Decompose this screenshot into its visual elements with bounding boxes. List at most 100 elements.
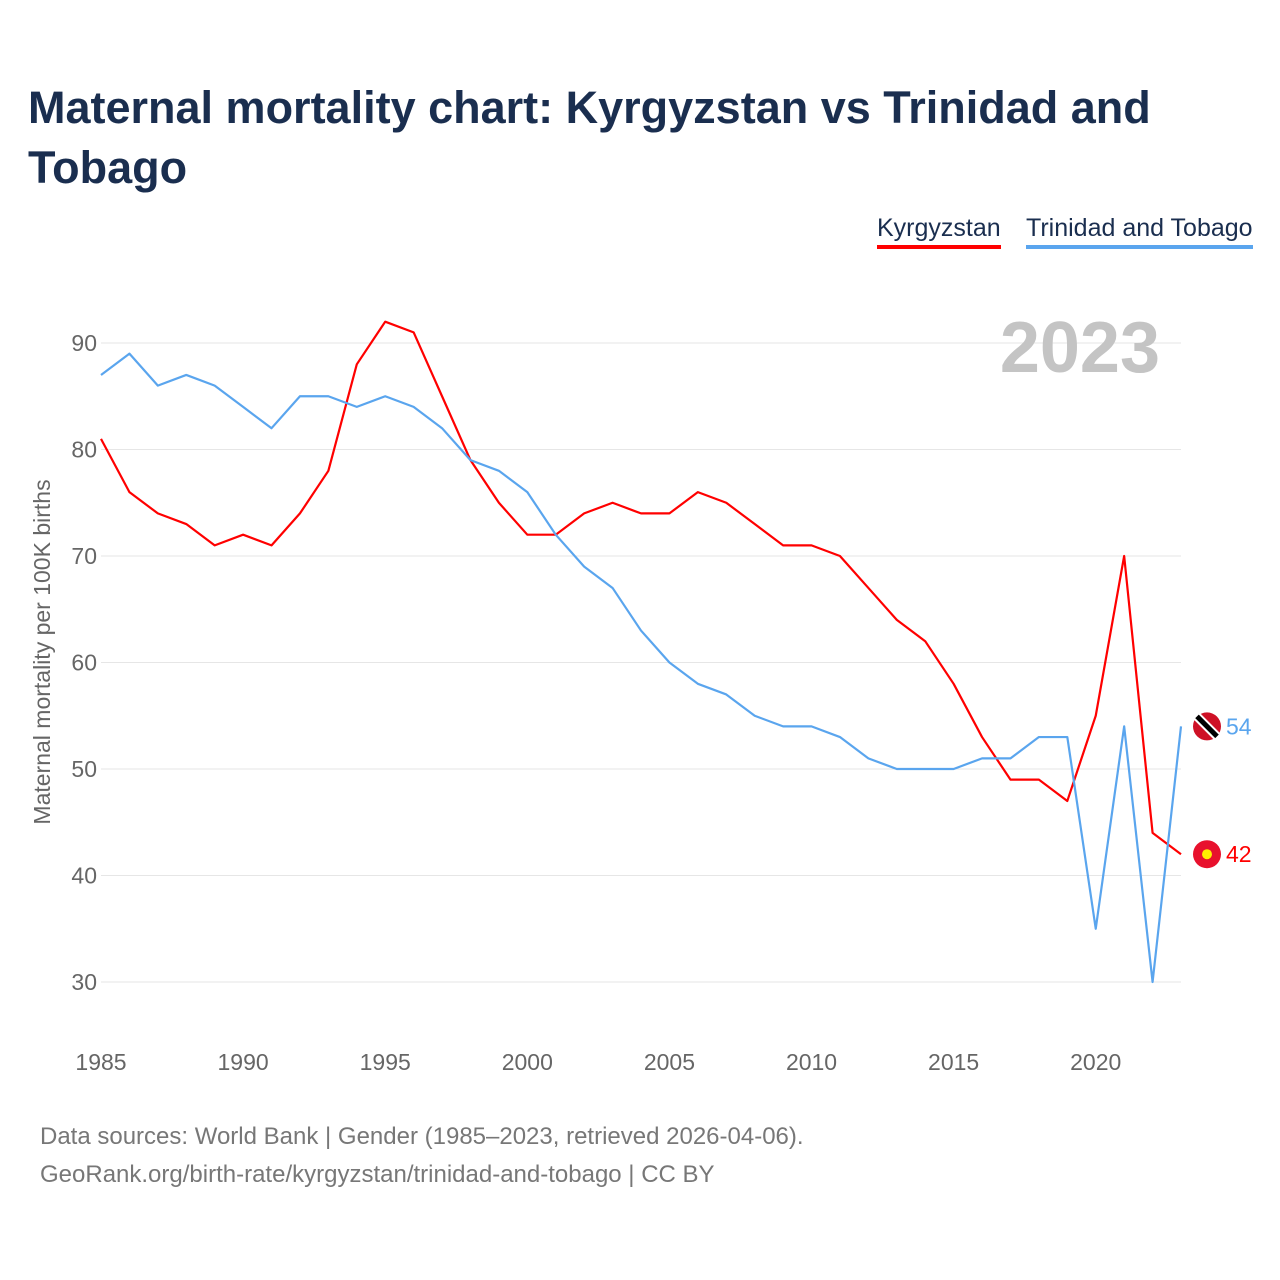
data-point — [383, 320, 387, 324]
data-point — [184, 373, 188, 377]
data-point — [1037, 735, 1041, 739]
data-point — [923, 639, 927, 643]
data-point — [1094, 714, 1098, 718]
data-point — [412, 330, 416, 334]
data-point — [1008, 778, 1012, 782]
data-point — [156, 384, 160, 388]
data-point — [724, 692, 728, 696]
data-point — [952, 767, 956, 771]
data-point — [667, 511, 671, 515]
x-tick-label: 1985 — [75, 1049, 126, 1075]
data-point — [1008, 756, 1012, 760]
data-point — [1179, 852, 1183, 856]
series-line-kyrgyzstan — [100, 320, 1182, 856]
data-point — [355, 405, 359, 409]
footer-source: Data sources: World Bank | Gender (1985–… — [40, 1123, 804, 1150]
year-watermark: 2023 — [1000, 308, 1160, 388]
x-tick-label: 1990 — [218, 1049, 269, 1075]
legend-trinidad-and-tobago[interactable]: Trinidad and Tobago — [1026, 214, 1253, 249]
x-tick-label: 2005 — [644, 1049, 695, 1075]
data-point — [866, 586, 870, 590]
data-point — [298, 394, 302, 398]
y-axis-label: Maternal mortality per 100K births — [29, 479, 55, 824]
data-point — [497, 469, 501, 473]
data-point — [298, 511, 302, 515]
y-tick-label: 90 — [71, 330, 97, 356]
data-point — [1065, 735, 1069, 739]
data-point — [696, 490, 700, 494]
chart-title: Maternal mortality chart: Kyrgyzstan vs … — [28, 82, 1151, 193]
data-point — [980, 756, 984, 760]
data-point — [127, 352, 131, 356]
data-point — [923, 767, 927, 771]
data-point — [1065, 799, 1069, 803]
data-point — [241, 533, 245, 537]
data-point — [724, 501, 728, 505]
data-point — [582, 511, 586, 515]
x-tick-label: 1995 — [360, 1049, 411, 1075]
y-tick-label: 60 — [71, 650, 97, 676]
y-tick-label: 50 — [71, 756, 97, 782]
x-tick-label: 2000 — [502, 1049, 553, 1075]
data-point — [270, 426, 274, 430]
data-point — [554, 533, 558, 537]
data-point — [213, 543, 217, 547]
legend-kyrgyzstan[interactable]: Kyrgyzstan — [877, 214, 1001, 249]
data-point — [980, 735, 984, 739]
data-point — [611, 501, 615, 505]
data-point — [753, 522, 757, 526]
data-point — [753, 714, 757, 718]
data-point — [383, 394, 387, 398]
data-point — [838, 735, 842, 739]
data-point — [99, 437, 103, 441]
data-point — [1094, 927, 1098, 931]
data-point — [810, 724, 814, 728]
x-tick-label: 2020 — [1070, 1049, 1121, 1075]
data-point — [412, 405, 416, 409]
footer-link[interactable]: GeoRank.org/birth-rate/kyrgyzstan/trinid… — [40, 1161, 715, 1188]
data-point — [525, 490, 529, 494]
data-point — [895, 618, 899, 622]
data-point — [582, 565, 586, 569]
data-point — [1151, 980, 1155, 984]
data-point — [440, 394, 444, 398]
data-point — [213, 384, 217, 388]
data-point — [440, 426, 444, 430]
data-point — [639, 511, 643, 515]
data-point — [184, 522, 188, 526]
data-point — [525, 533, 529, 537]
data-point — [1179, 724, 1183, 728]
data-point — [127, 490, 131, 494]
end-value-label: 54 — [1226, 713, 1252, 739]
footer: Data sources: World Bank | Gender (1985–… — [40, 1118, 804, 1194]
data-point — [156, 511, 160, 515]
data-point — [468, 458, 472, 462]
data-point — [611, 586, 615, 590]
data-point — [781, 724, 785, 728]
data-point — [696, 682, 700, 686]
data-point — [326, 394, 330, 398]
x-tick-label: 2015 — [928, 1049, 979, 1075]
data-point — [895, 767, 899, 771]
data-point — [639, 629, 643, 633]
end-value-label: 42 — [1226, 841, 1252, 867]
data-point — [810, 543, 814, 547]
y-tick-label: 40 — [71, 863, 97, 889]
data-point — [270, 543, 274, 547]
data-point — [667, 661, 671, 665]
data-point — [952, 682, 956, 686]
data-point — [241, 405, 245, 409]
y-tick-label: 70 — [71, 543, 97, 569]
data-point — [497, 501, 501, 505]
x-tick-label: 2010 — [786, 1049, 837, 1075]
data-point — [326, 469, 330, 473]
data-point — [1151, 831, 1155, 835]
data-point — [99, 373, 103, 377]
data-point — [1122, 554, 1126, 558]
data-point — [838, 554, 842, 558]
data-point — [1122, 724, 1126, 728]
flag-stripe — [1195, 714, 1219, 739]
data-point — [781, 543, 785, 547]
flag-sun — [1202, 849, 1212, 860]
